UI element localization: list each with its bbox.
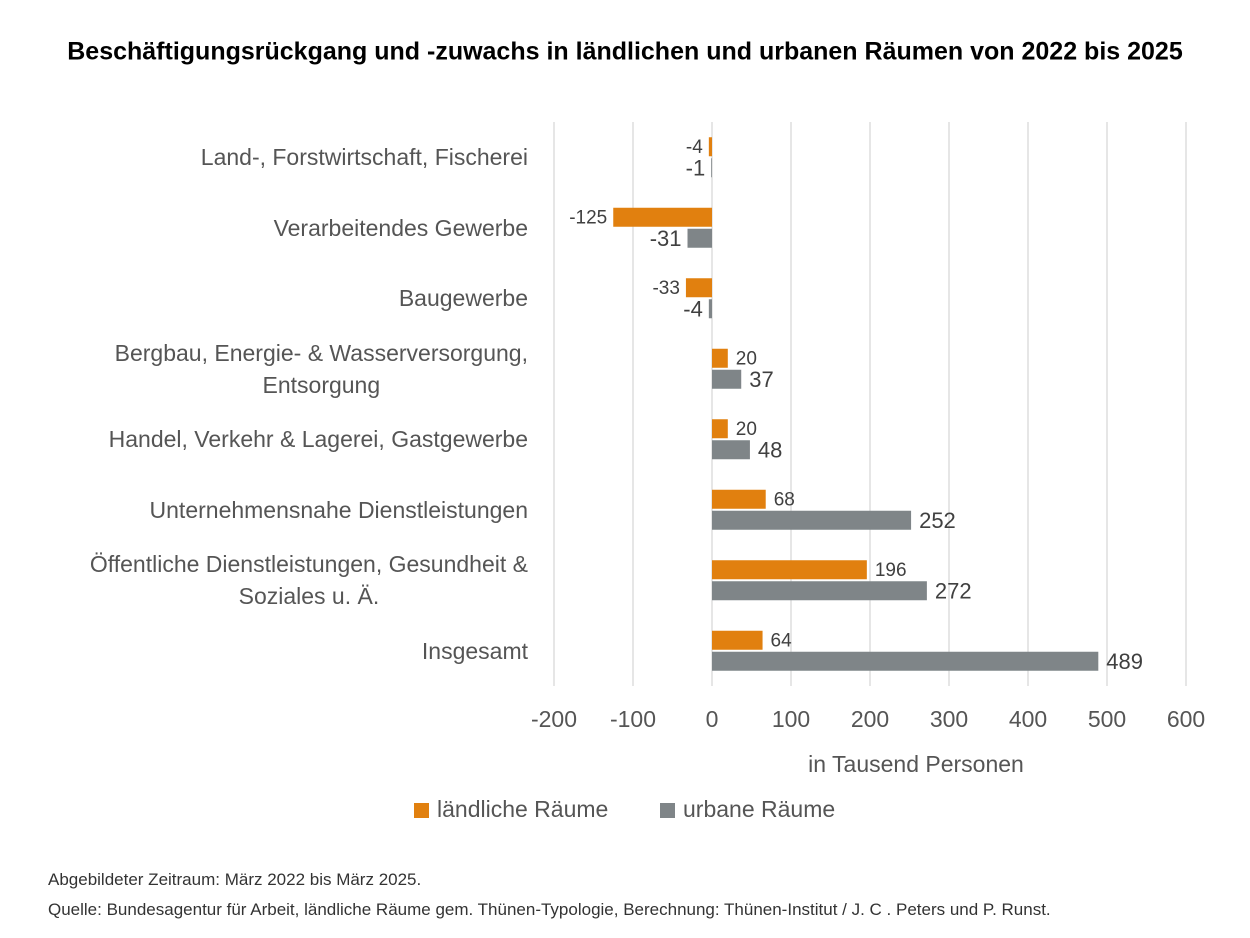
value-label: 20 bbox=[736, 348, 757, 369]
bar bbox=[712, 651, 1099, 671]
value-label: -1 bbox=[686, 156, 706, 181]
bar bbox=[712, 581, 927, 601]
value-label: -125 bbox=[569, 207, 607, 228]
category-label: Baugewerbe bbox=[398, 285, 528, 312]
value-label: -4 bbox=[683, 297, 703, 322]
bar bbox=[708, 299, 712, 319]
value-label: 489 bbox=[1106, 649, 1143, 674]
bar bbox=[712, 510, 912, 530]
bar bbox=[712, 630, 763, 650]
bar bbox=[708, 137, 712, 157]
value-label: 20 bbox=[736, 419, 757, 440]
value-label: -4 bbox=[686, 137, 703, 158]
chart-title: Beschäftigungsrückgang und -zuwachs in l… bbox=[67, 38, 1183, 66]
category-label: Insgesamt bbox=[421, 637, 528, 664]
value-label: 37 bbox=[749, 367, 773, 392]
bar bbox=[712, 369, 742, 389]
value-label: 64 bbox=[771, 630, 793, 651]
value-label: 272 bbox=[935, 579, 972, 604]
x-tick-label: 0 bbox=[706, 706, 719, 732]
note: Quelle: Bundesagentur für Arbeit, ländli… bbox=[48, 900, 1051, 919]
bar bbox=[687, 228, 712, 248]
category-label: Bergbau, Energie- & Wasserversorgung, En… bbox=[114, 339, 528, 398]
category-label: Handel, Verkehr & Lagerei, Gastgewerbe bbox=[108, 426, 528, 453]
x-tick-label: 200 bbox=[851, 706, 889, 732]
value-label: 196 bbox=[875, 560, 907, 581]
bar bbox=[711, 158, 712, 178]
legend-label: ländliche Räume bbox=[437, 796, 608, 822]
bar bbox=[613, 207, 712, 227]
x-tick-label: 500 bbox=[1088, 706, 1126, 732]
bar bbox=[685, 278, 712, 298]
category-label: Verarbeitendes Gewerbe bbox=[273, 214, 528, 241]
value-label: 48 bbox=[758, 438, 782, 463]
note: Abgebildeter Zeitraum: März 2022 bis Mär… bbox=[48, 870, 422, 889]
x-tick-label: 100 bbox=[772, 706, 810, 732]
legend-swatch bbox=[660, 803, 675, 818]
bar bbox=[712, 489, 766, 509]
value-label: 68 bbox=[774, 489, 795, 510]
bar bbox=[712, 348, 728, 368]
x-tick-label: -200 bbox=[531, 706, 577, 732]
category-label: Öffentliche Dienstleistungen, Gesundheit… bbox=[89, 551, 528, 610]
value-label: -33 bbox=[652, 278, 679, 299]
x-tick-label: -100 bbox=[610, 706, 656, 732]
x-tick-label: 600 bbox=[1167, 706, 1205, 732]
legend-label: urbane Räume bbox=[683, 796, 835, 822]
bar bbox=[712, 419, 728, 439]
x-axis-title: in Tausend Personen bbox=[808, 751, 1024, 777]
value-label: 252 bbox=[919, 508, 956, 533]
category-label: Unternehmensnahe Dienstleistungen bbox=[149, 496, 528, 523]
value-label: -31 bbox=[650, 226, 682, 251]
bar bbox=[712, 560, 867, 580]
x-tick-label: 400 bbox=[1009, 706, 1047, 732]
bar bbox=[712, 440, 750, 460]
x-tick-label: 300 bbox=[930, 706, 968, 732]
legend-swatch bbox=[414, 803, 429, 818]
category-label: Land-, Forstwirtschaft, Fischerei bbox=[200, 144, 528, 171]
